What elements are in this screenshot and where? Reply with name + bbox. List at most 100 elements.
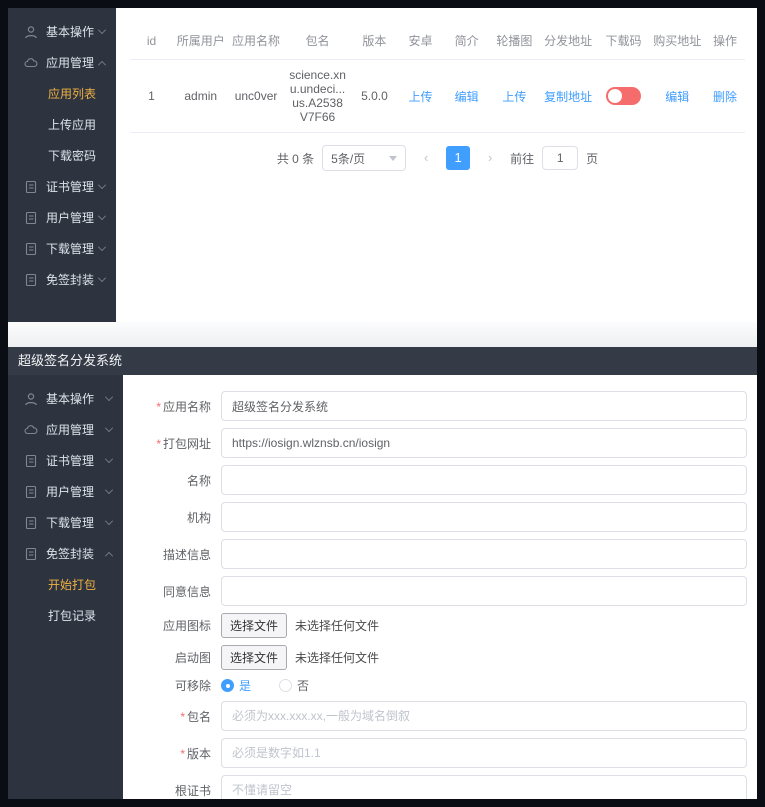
buy-edit-link[interactable]: 编辑 (665, 89, 690, 104)
field-label: * 打包网址 (156, 436, 211, 451)
radio-unchecked-icon (279, 679, 293, 692)
form-row-root-cert: 根证书 (133, 775, 747, 799)
goto-page-input[interactable] (542, 146, 579, 170)
sidebar-bottom: 基本操作 应用管理 证书管理 用户管理 下载管理 (8, 375, 123, 799)
sidebar-label: 基本操作 (46, 25, 95, 39)
sidebar-item-cert-mgmt[interactable]: 证书管理 (8, 171, 116, 202)
sidebar-item-download-pwd[interactable]: 下载密码 (48, 149, 97, 163)
android-upload-link[interactable]: 上传 (408, 89, 433, 104)
removable-radio-group: 是 否 (221, 677, 309, 694)
document-icon (24, 485, 38, 499)
chevron-down-icon (105, 424, 113, 432)
sidebar-item-start-pack[interactable]: 开始打包 (48, 578, 97, 592)
sidebar-item-app-mgmt[interactable]: 应用管理 (8, 414, 123, 445)
document-icon (24, 454, 38, 468)
sidebar-item-app-list[interactable]: 应用列表 (48, 87, 97, 101)
file-status-text: 未选择任何文件 (295, 619, 380, 633)
chevron-up-icon (98, 60, 106, 69)
download-code-toggle[interactable] (605, 87, 641, 105)
form-row-agree: 同意信息 (133, 576, 747, 606)
desc-input[interactable] (221, 539, 747, 569)
form-row-package: * 包名 (133, 701, 747, 731)
sidebar-item-nosign-pack[interactable]: 免签封装 (8, 264, 116, 295)
page-size-select[interactable]: 5条/页 (322, 145, 407, 171)
field-label: * 版本 (180, 746, 211, 761)
field-label: 描述信息 (162, 547, 211, 562)
chevron-down-icon (98, 26, 106, 34)
sidebar-item-user-mgmt[interactable]: 用户管理 (8, 202, 116, 233)
package-line: u.undeci... (289, 82, 346, 96)
document-icon (24, 242, 38, 256)
pack-url-input[interactable] (221, 428, 747, 458)
col-dist-url: 分发地址 (538, 22, 598, 60)
col-download-code: 下载码 (597, 22, 650, 60)
user-icon (24, 25, 38, 39)
chevron-down-icon (105, 455, 113, 463)
launch-img-file-button[interactable]: 选择文件 (221, 645, 288, 670)
chevron-down-icon (105, 517, 113, 525)
packaging-page: 基本操作 应用管理 证书管理 用户管理 下载管理 (8, 375, 757, 799)
version-input[interactable] (221, 738, 747, 768)
next-page-button[interactable]: › (478, 146, 503, 170)
prev-page-button[interactable]: ‹ (414, 146, 439, 170)
sidebar-item-upload-app[interactable]: 上传应用 (48, 118, 97, 132)
package-name-input[interactable] (221, 701, 747, 731)
required-mark: * (180, 746, 185, 761)
col-version: 版本 (351, 22, 398, 60)
agree-input[interactable] (221, 576, 747, 606)
sidebar-label: 证书管理 (46, 180, 95, 194)
app-list-page: 基本操作 应用管理 应用列表 上传应用 下载密码 证书管理 用户管理 (8, 8, 757, 322)
app-name-input[interactable] (221, 391, 747, 421)
sidebar-item-user-mgmt[interactable]: 用户管理 (8, 476, 123, 507)
carousel-upload-link[interactable]: 上传 (502, 89, 527, 104)
field-label: 启动图 (174, 651, 211, 665)
page-1-button[interactable]: 1 (446, 146, 471, 170)
sidebar-label: 免签封装 (46, 547, 95, 561)
col-package: 包名 (283, 22, 352, 60)
cloud-icon (24, 56, 38, 70)
form-row-launch-img: 启动图 选择文件 未选择任何文件 (133, 645, 747, 670)
apps-table: id 所属用户 应用名称 包名 版本 安卓 简介 轮播图 分发地址 下载码 购买… (130, 22, 745, 133)
chevron-down-icon (105, 486, 113, 494)
form-row-version: * 版本 (133, 738, 747, 768)
sidebar-item-cert-mgmt[interactable]: 证书管理 (8, 445, 123, 476)
app-list-content: id 所属用户 应用名称 包名 版本 安卓 简介 轮播图 分发地址 下载码 购买… (116, 8, 757, 322)
removable-no-radio[interactable]: 否 (279, 677, 309, 694)
sidebar-item-download-mgmt[interactable]: 下载管理 (8, 507, 123, 538)
cell-owner: admin (173, 59, 229, 133)
cloud-icon (24, 423, 38, 437)
form-row-desc: 描述信息 (133, 539, 747, 569)
delete-link[interactable]: 删除 (712, 89, 737, 104)
sidebar-item-nosign-pack[interactable]: 免签封装 (8, 538, 123, 569)
table-header-row: id 所属用户 应用名称 包名 版本 安卓 简介 轮播图 分发地址 下载码 购买… (130, 22, 745, 60)
field-label: 根证书 (174, 783, 211, 798)
table-row: 1 admin unc0ver science.xn u.undeci... u… (130, 59, 745, 133)
sidebar-item-basic-ops[interactable]: 基本操作 (8, 383, 123, 414)
sidebar-item-download-mgmt[interactable]: 下载管理 (8, 233, 116, 264)
root-cert-input[interactable] (221, 775, 747, 799)
intro-edit-link[interactable]: 编辑 (454, 89, 479, 104)
sidebar-label: 基本操作 (46, 392, 95, 406)
sidebar-item-app-mgmt[interactable]: 应用管理 (8, 47, 116, 78)
pagination: 共 0 条 5条/页 ‹ 1 › 前往 页 (130, 145, 745, 171)
sidebar-item-basic-ops[interactable]: 基本操作 (8, 16, 116, 47)
document-icon (24, 516, 38, 530)
sidebar-label: 应用管理 (46, 423, 95, 437)
form-row-removable: 可移除 是 否 (133, 677, 747, 694)
file-status-text: 未选择任何文件 (295, 651, 380, 665)
removable-yes-radio[interactable]: 是 (221, 677, 251, 694)
document-icon (24, 273, 38, 287)
user-icon (24, 392, 38, 406)
copy-dist-url-link[interactable]: 复制地址 (544, 89, 593, 104)
col-id: id (130, 22, 174, 60)
sidebar-item-pack-record[interactable]: 打包记录 (48, 609, 97, 623)
app-icon-file-button[interactable]: 选择文件 (221, 613, 288, 638)
field-label: 同意信息 (162, 584, 211, 599)
col-owner: 所属用户 (173, 22, 229, 60)
sidebar-label: 用户管理 (46, 485, 95, 499)
col-actions: 操作 (704, 22, 745, 60)
org-input[interactable] (221, 502, 747, 532)
form-row-org: 机构 (133, 502, 747, 532)
name-input[interactable] (221, 465, 747, 495)
sidebar-label: 下载管理 (46, 242, 95, 256)
